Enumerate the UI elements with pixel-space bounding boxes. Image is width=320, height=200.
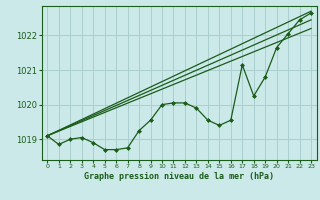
X-axis label: Graphe pression niveau de la mer (hPa): Graphe pression niveau de la mer (hPa)	[84, 172, 274, 181]
